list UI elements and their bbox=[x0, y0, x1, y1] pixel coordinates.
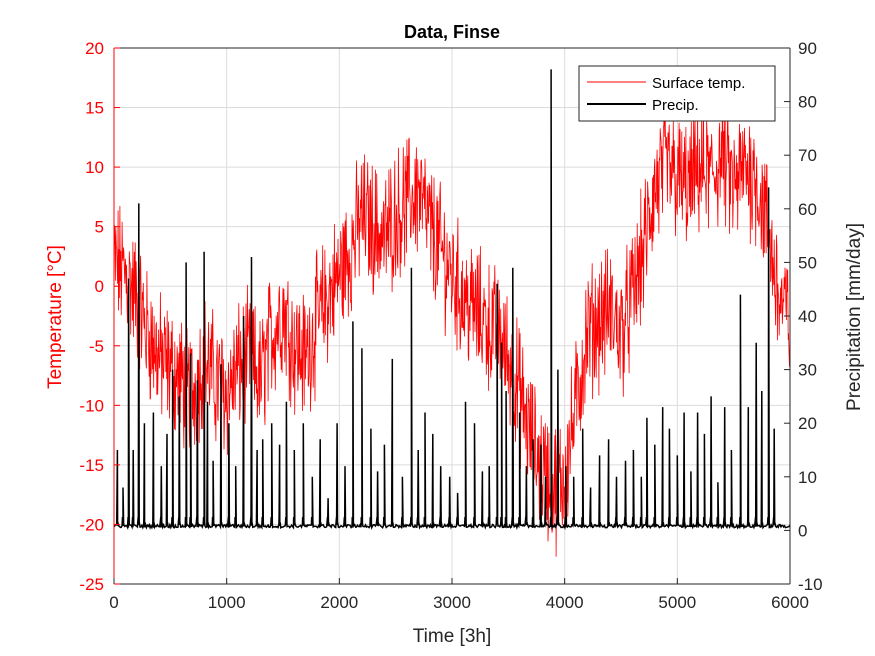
left-tick-label: 0 bbox=[95, 277, 104, 296]
legend-label-temperature: Surface temp. bbox=[652, 75, 745, 92]
precipitation-series bbox=[113, 69, 791, 531]
right-tick-label: 50 bbox=[798, 253, 817, 272]
right-tick-label: 30 bbox=[798, 361, 817, 380]
left-tick-label: 10 bbox=[85, 158, 104, 177]
right-tick-label: 40 bbox=[798, 307, 817, 326]
right-tick-label: 20 bbox=[798, 414, 817, 433]
right-tick-label: -10 bbox=[798, 575, 823, 594]
temperature-line bbox=[113, 95, 791, 557]
left-tick-label: 20 bbox=[85, 39, 104, 58]
x-axis-ticks: 0 1000 2000 3000 4000 5000 6000 bbox=[109, 578, 809, 612]
x-tick-label: 1000 bbox=[208, 593, 246, 612]
plot-area bbox=[113, 69, 791, 557]
left-tick-label: -20 bbox=[79, 515, 104, 534]
legend-box bbox=[578, 65, 776, 122]
right-tick-label: 0 bbox=[798, 521, 807, 540]
legend-label-precipitation: Precip. bbox=[652, 97, 699, 114]
x-tick-label: 3000 bbox=[433, 593, 471, 612]
x-tick-label: 5000 bbox=[658, 593, 696, 612]
chart-title: Data, Finse bbox=[404, 22, 500, 42]
right-axis-label: Precipitation [mm/day] bbox=[844, 223, 865, 411]
right-axis-ticks: -10 0 10 20 30 40 50 60 70 80 90 bbox=[784, 39, 823, 594]
x-axis-label: Time [3h] bbox=[413, 626, 492, 647]
right-tick-label: 80 bbox=[798, 93, 817, 112]
left-axis-ticks: -25 -20 -15 -10 -5 0 5 10 15 20 bbox=[79, 39, 120, 594]
x-tick-label: 0 bbox=[109, 593, 118, 612]
x-tick-label: 2000 bbox=[320, 593, 358, 612]
x-tick-label: 4000 bbox=[546, 593, 584, 612]
right-tick-label: 70 bbox=[798, 146, 817, 165]
left-tick-label: -25 bbox=[79, 575, 104, 594]
legend: Surface temp. Precip. bbox=[578, 65, 776, 122]
left-tick-label: -5 bbox=[89, 337, 104, 356]
right-tick-label: 90 bbox=[798, 39, 817, 58]
left-tick-label: 15 bbox=[85, 99, 104, 118]
x-tick-label: 6000 bbox=[771, 593, 809, 612]
left-tick-label: -10 bbox=[79, 396, 104, 415]
precipitation-line bbox=[113, 69, 791, 531]
temperature-series bbox=[113, 95, 791, 557]
left-tick-label: 5 bbox=[95, 218, 104, 237]
left-axis-label: Temperature [°C] bbox=[45, 245, 66, 389]
right-tick-label: 60 bbox=[798, 200, 817, 219]
left-tick-label: -15 bbox=[79, 456, 104, 475]
right-tick-label: 10 bbox=[798, 468, 817, 487]
